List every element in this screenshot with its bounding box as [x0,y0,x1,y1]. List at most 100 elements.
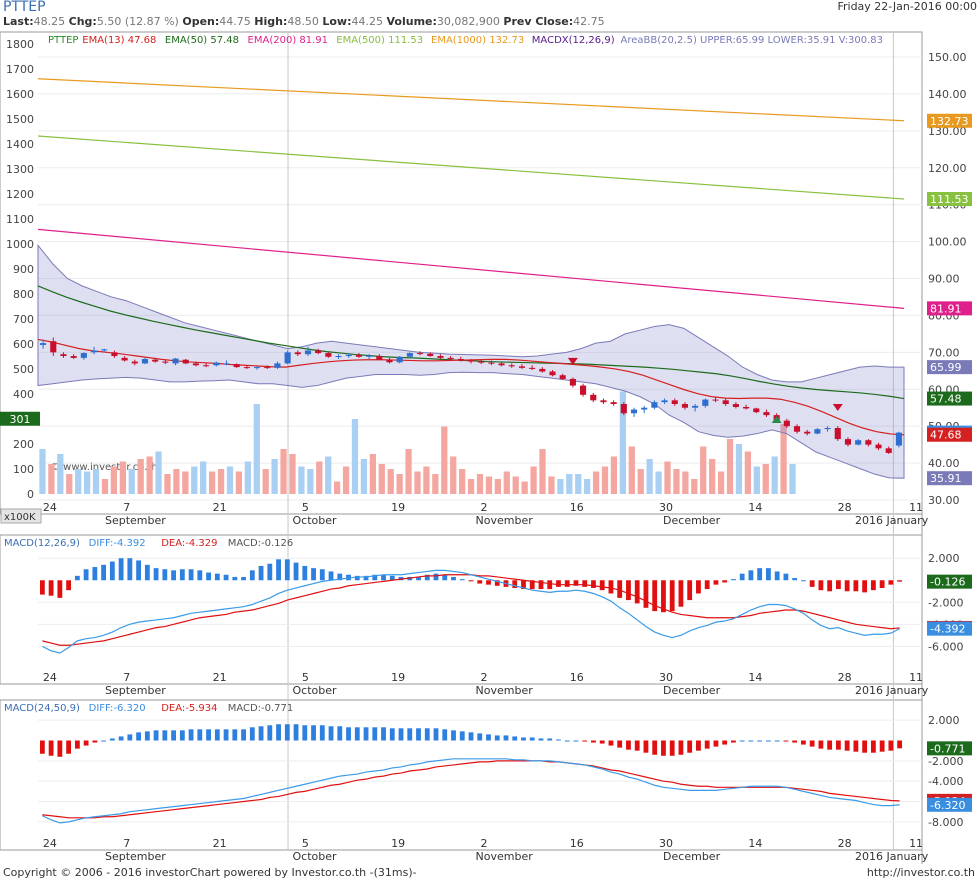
candle-body [793,426,801,432]
volume-bar [253,404,260,494]
volume-bar [709,459,716,494]
volume-bar [360,459,368,494]
quote-label-4: Low: [322,15,352,28]
volume-bar [485,476,493,494]
volume-bar [601,466,609,494]
macd-hist-bar [879,580,885,588]
macd-hist-bar [722,740,728,745]
macd-hist-bar [136,560,142,581]
macd-hist-bar [293,562,299,581]
volume-tick-label: 1200 [6,188,34,201]
volume-bar [592,471,600,494]
macd-hist-bar [529,580,535,590]
candle-body [661,400,668,403]
candle-body [895,432,902,446]
macd-tick-label: 2.000 [928,552,960,565]
month-label: November [476,850,534,863]
macd-hist-bar [591,580,596,588]
candle-body [253,367,261,369]
macd-value-tag-2: -6.320 [930,799,965,812]
macd-hist-bar [696,580,701,594]
macd-hist-bar [451,576,456,581]
macd-hist-bar [241,576,246,581]
macd-hist-bar [503,735,509,741]
candle-body [60,354,67,357]
macd-hist-bar [66,580,72,591]
macd-hist-bar [827,580,833,592]
quote-value-6: 42.75 [573,15,605,28]
macd-hist-bar [853,580,859,592]
volume-bar [119,461,126,494]
legend-item-1: EMA(13) 47.68 [82,35,156,46]
symbol-title: PTTEP [3,0,46,15]
macd-value-tag-box [927,797,972,812]
date-tick-label: 11 [909,837,923,850]
macd-hist-bar [521,580,526,590]
volume-tick-label: 1400 [6,138,34,151]
macd-hist-bar [319,569,325,581]
site-link[interactable]: http://investor.co.th [866,866,975,879]
candle-body [518,366,525,368]
volume-bar [744,451,752,494]
macd-hist-bar [687,580,693,601]
candle-body [610,402,617,405]
macd-hist-bar [652,580,658,612]
volume-bar [182,471,189,494]
date-time: Friday 22-Jan-2016 00:00 [837,0,977,13]
month-label: 2016 January [855,514,929,527]
volume-bar [530,466,537,494]
volume-bar [334,481,341,494]
macd-hist-bar [661,580,666,613]
macd-hist-bar [669,740,675,756]
month-label: November [476,684,534,697]
macd-hist-bar [722,580,728,583]
volume-bar [691,479,698,494]
macd-hist-bar [556,739,561,741]
macd-hist-bar [599,580,605,591]
month-label: 2016 January [855,850,929,863]
macd-hist-bar [267,725,273,741]
value-tag-box [927,391,972,406]
macd-tick-label: -4.000 [928,775,963,788]
candle-body [233,364,240,368]
macd-hist-bar [766,740,771,742]
volume-bar [655,471,662,494]
candle-body [345,354,352,357]
volume-bar [137,459,144,494]
macd-hist-bar [547,738,553,741]
macd-hist-bar [451,730,456,741]
macd-hist-bar [634,580,640,604]
macd-tick-label: -2.000 [928,755,963,768]
macd-hist-bar [844,740,850,751]
macd-hist-bar [188,569,194,581]
candle-body [264,367,271,369]
macd-hist-bar [494,735,500,741]
volume-bar [307,469,314,494]
legend-item-7: AreaBB(20,2.5) UPPER:65.99 LOWER:35.91 V… [621,35,884,46]
macd-hist-bar [328,571,334,581]
volume-tick-label: 1000 [6,238,34,251]
macd-legend-0: MACD(24,50,9) [4,703,80,714]
volume-bar [200,461,207,494]
ema200-line [37,228,905,309]
macd-hist-bar [792,578,798,581]
macd-hist-bar [241,729,246,741]
macd-hist-bar [223,729,229,741]
macd-value-tag-box [927,741,972,756]
candle-body [315,350,322,354]
volume-bar [48,464,55,494]
candle-body [753,408,760,413]
quote-value-3: 48.50 [287,15,323,28]
candle-body [885,448,892,453]
macd-hist-bar [442,729,448,741]
macd-hist-bar [302,725,308,741]
candle-body [702,399,709,406]
value-tag-0: 132.73 [930,115,969,128]
macd-hist-bar [276,724,281,741]
macd-hist-bar [311,725,316,741]
month-label: October [292,684,336,697]
macd-hist-bar [608,740,614,746]
candle-body [294,352,301,355]
legend-item-4: EMA(500) 111.53 [336,35,423,46]
macd-hist-bar [311,568,316,581]
